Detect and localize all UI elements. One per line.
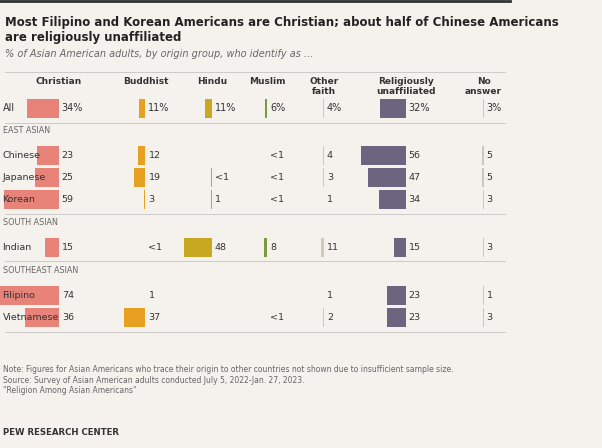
Text: 3: 3 bbox=[486, 243, 493, 252]
Text: <1: <1 bbox=[270, 173, 284, 182]
FancyBboxPatch shape bbox=[37, 146, 58, 165]
Text: 37: 37 bbox=[149, 313, 161, 322]
Text: 4%: 4% bbox=[327, 103, 343, 113]
FancyBboxPatch shape bbox=[379, 190, 406, 209]
FancyBboxPatch shape bbox=[264, 238, 267, 257]
Text: Chinese: Chinese bbox=[2, 151, 40, 160]
Text: 12: 12 bbox=[149, 151, 161, 160]
Text: 23: 23 bbox=[409, 291, 421, 300]
Text: 48: 48 bbox=[215, 243, 227, 252]
FancyBboxPatch shape bbox=[380, 99, 406, 118]
Text: Buddhist: Buddhist bbox=[123, 77, 168, 86]
Text: 5: 5 bbox=[486, 151, 492, 160]
Text: 36: 36 bbox=[62, 313, 74, 322]
Text: 47: 47 bbox=[409, 173, 421, 182]
Text: 32%: 32% bbox=[409, 103, 430, 113]
FancyBboxPatch shape bbox=[321, 238, 324, 257]
FancyBboxPatch shape bbox=[323, 99, 324, 118]
FancyBboxPatch shape bbox=[323, 168, 324, 187]
Text: 1: 1 bbox=[327, 291, 333, 300]
Text: 11%: 11% bbox=[149, 103, 170, 113]
FancyBboxPatch shape bbox=[4, 190, 58, 209]
FancyBboxPatch shape bbox=[482, 146, 483, 165]
Text: Other
faith: Other faith bbox=[309, 77, 338, 96]
Text: 23: 23 bbox=[409, 313, 421, 322]
Text: 1: 1 bbox=[486, 291, 492, 300]
Text: 2: 2 bbox=[327, 313, 333, 322]
Text: 74: 74 bbox=[62, 291, 73, 300]
Text: Muslim: Muslim bbox=[249, 77, 285, 86]
Text: 3: 3 bbox=[486, 195, 493, 204]
Text: 11%: 11% bbox=[215, 103, 236, 113]
Text: Religiously
unaffiliated: Religiously unaffiliated bbox=[376, 77, 435, 96]
FancyBboxPatch shape bbox=[482, 168, 483, 187]
FancyBboxPatch shape bbox=[45, 238, 58, 257]
FancyBboxPatch shape bbox=[323, 146, 324, 165]
Text: No
answer: No answer bbox=[465, 77, 502, 96]
Text: 59: 59 bbox=[62, 195, 73, 204]
Text: 1: 1 bbox=[215, 195, 221, 204]
Text: Hindu: Hindu bbox=[197, 77, 227, 86]
Text: Korean: Korean bbox=[2, 195, 36, 204]
Text: 34%: 34% bbox=[62, 103, 83, 113]
FancyBboxPatch shape bbox=[139, 99, 146, 118]
Text: 8: 8 bbox=[270, 243, 276, 252]
Text: 15: 15 bbox=[62, 243, 73, 252]
Text: 3: 3 bbox=[486, 313, 493, 322]
Text: Indian: Indian bbox=[2, 243, 32, 252]
Text: 3%: 3% bbox=[486, 103, 502, 113]
Text: Japanese: Japanese bbox=[2, 173, 46, 182]
Text: 19: 19 bbox=[149, 173, 161, 182]
FancyBboxPatch shape bbox=[361, 146, 406, 165]
Text: 6%: 6% bbox=[270, 103, 285, 113]
Text: 15: 15 bbox=[409, 243, 421, 252]
Text: 25: 25 bbox=[62, 173, 73, 182]
Text: 1: 1 bbox=[327, 195, 333, 204]
Text: <1: <1 bbox=[215, 173, 229, 182]
Text: PEW RESEARCH CENTER: PEW RESEARCH CENTER bbox=[2, 428, 119, 437]
FancyBboxPatch shape bbox=[368, 168, 406, 187]
Text: 56: 56 bbox=[409, 151, 421, 160]
FancyBboxPatch shape bbox=[25, 308, 58, 327]
Text: 5: 5 bbox=[486, 173, 492, 182]
Text: <1: <1 bbox=[270, 195, 284, 204]
Text: <1: <1 bbox=[149, 243, 163, 252]
Text: 1: 1 bbox=[149, 291, 155, 300]
Text: % of Asian American adults, by origin group, who identify as ...: % of Asian American adults, by origin gr… bbox=[5, 49, 314, 59]
Text: All: All bbox=[2, 103, 14, 113]
Text: 3: 3 bbox=[149, 195, 155, 204]
Text: <1: <1 bbox=[270, 151, 284, 160]
FancyBboxPatch shape bbox=[36, 168, 58, 187]
FancyBboxPatch shape bbox=[184, 238, 212, 257]
Text: SOUTHEAST ASIAN: SOUTHEAST ASIAN bbox=[2, 266, 78, 275]
Text: Note: Figures for Asian Americans who trace their origin to other countries not : Note: Figures for Asian Americans who tr… bbox=[2, 365, 453, 395]
Text: Christian: Christian bbox=[36, 77, 82, 86]
FancyBboxPatch shape bbox=[265, 99, 267, 118]
FancyBboxPatch shape bbox=[123, 308, 146, 327]
FancyBboxPatch shape bbox=[387, 286, 406, 305]
Text: SOUTH ASIAN: SOUTH ASIAN bbox=[2, 218, 57, 227]
Text: 11: 11 bbox=[327, 243, 339, 252]
FancyBboxPatch shape bbox=[27, 99, 58, 118]
FancyBboxPatch shape bbox=[138, 146, 146, 165]
FancyBboxPatch shape bbox=[0, 286, 58, 305]
FancyBboxPatch shape bbox=[134, 168, 146, 187]
Text: Filipino: Filipino bbox=[2, 291, 36, 300]
FancyBboxPatch shape bbox=[394, 238, 406, 257]
Text: 23: 23 bbox=[62, 151, 74, 160]
Text: 34: 34 bbox=[409, 195, 421, 204]
FancyBboxPatch shape bbox=[387, 308, 406, 327]
FancyBboxPatch shape bbox=[144, 190, 146, 209]
Text: 3: 3 bbox=[327, 173, 333, 182]
FancyBboxPatch shape bbox=[205, 99, 212, 118]
Text: <1: <1 bbox=[270, 313, 284, 322]
Text: Vietnamese: Vietnamese bbox=[2, 313, 59, 322]
Text: 4: 4 bbox=[327, 151, 333, 160]
Text: Most Filipino and Korean Americans are Christian; about half of Chinese American: Most Filipino and Korean Americans are C… bbox=[5, 16, 559, 44]
Text: EAST ASIAN: EAST ASIAN bbox=[2, 126, 50, 135]
